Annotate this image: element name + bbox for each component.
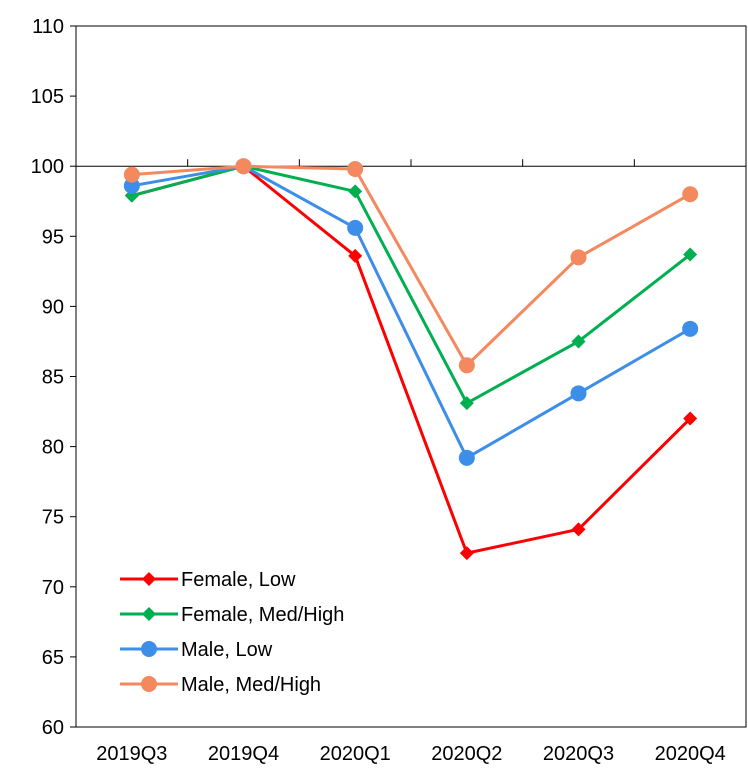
series-line-male-low: [131, 164, 691, 460]
plot-area: [75, 25, 747, 728]
data-point-male-low: [458, 449, 475, 466]
data-point-male-med-high: [570, 249, 587, 266]
y-tick-label: 80: [42, 437, 64, 459]
legend-label: Male, Med/High: [181, 674, 321, 696]
series-layer: [123, 158, 699, 561]
series-male-med-high: [123, 158, 699, 374]
y-tick-label: 90: [42, 296, 64, 318]
data-point-female-low: [571, 522, 586, 537]
legend-item-female-low: Female, Low: [120, 569, 296, 591]
data-point-male-med-high: [347, 161, 364, 178]
legend-swatch-marker: [142, 607, 156, 621]
x-tick-label: 2020Q1: [320, 743, 391, 765]
y-tick-label: 65: [42, 647, 64, 669]
data-point-female-low: [683, 411, 698, 426]
data-point-female-med-high: [571, 334, 586, 349]
data-point-female-med-high: [683, 247, 698, 262]
legend-label: Male, Low: [181, 639, 273, 661]
legend-label: Female, Low: [181, 569, 296, 591]
y-tick-label: 105: [31, 86, 64, 108]
data-point-female-low: [348, 248, 363, 263]
x-tick-label: 2020Q3: [543, 743, 614, 765]
legend-swatch-marker: [141, 641, 157, 657]
data-point-male-med-high: [235, 158, 252, 175]
legend-swatch-marker: [142, 572, 156, 586]
y-axis-ticks: 60 65 70 75 80 85 90 95 100 105 110: [31, 16, 76, 739]
data-point-male-med-high: [123, 166, 140, 183]
y-tick-label: 100: [31, 156, 64, 178]
x-tick-label: 2019Q4: [208, 743, 279, 765]
legend-swatch-marker: [141, 676, 157, 692]
x-tick-label: 2020Q4: [655, 743, 726, 765]
series-line-male-med-high: [131, 164, 691, 367]
y-tick-label: 85: [42, 367, 64, 389]
legend-item-female-med-high: Female, Med/High: [120, 604, 344, 626]
series-line-female-med-high: [131, 164, 692, 405]
legend: Female, Low Female, Med/High Male, Low Male…: [120, 569, 344, 696]
data-point-male-low: [682, 320, 699, 337]
series-male-low: [123, 158, 699, 466]
y-tick-label: 95: [42, 226, 64, 248]
data-point-female-low: [459, 546, 474, 561]
data-point-female-med-high: [459, 396, 474, 411]
y-tick-label: 75: [42, 507, 64, 529]
x-tick-label: 2020Q2: [431, 743, 502, 765]
legend-item-male-med-high: Male, Med/High: [120, 674, 321, 696]
y-tick-label: 110: [32, 16, 64, 38]
data-point-male-med-high: [682, 186, 699, 203]
x-axis-ticks: 2019Q3 2019Q4 2020Q1 2020Q2 2020Q3 2020Q4: [96, 743, 726, 765]
legend-label: Female, Med/High: [181, 604, 344, 626]
series-female-low: [124, 159, 698, 561]
data-point-male-low: [347, 219, 364, 236]
data-point-male-low: [123, 177, 140, 194]
axes: [75, 25, 747, 728]
y-tick-label: 70: [42, 577, 64, 599]
series-female-med-high: [124, 159, 698, 411]
x-tick-label: 2019Q3: [96, 743, 167, 765]
y-tick-label: 60: [42, 717, 64, 739]
data-point-male-low: [570, 385, 587, 402]
data-point-female-med-high: [348, 184, 363, 199]
series-line-female-low: [131, 164, 692, 555]
data-point-male-med-high: [458, 357, 475, 374]
legend-item-male-low: Male, Low: [120, 639, 273, 661]
